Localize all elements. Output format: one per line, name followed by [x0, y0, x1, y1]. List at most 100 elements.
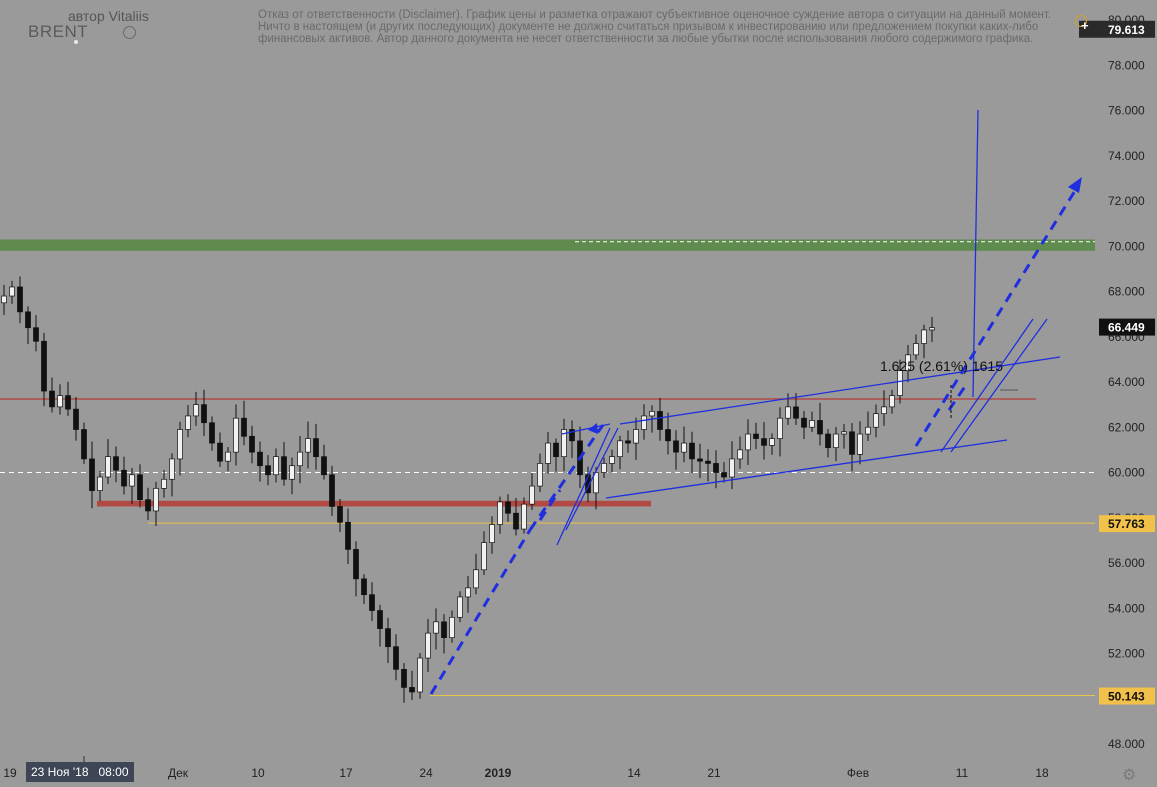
candle-body	[321, 456, 327, 476]
time-axis[interactable]: 19 Дек 10 17 24 2019 14 21 Фев 11 18	[3, 756, 1049, 780]
candle-body	[41, 340, 47, 392]
candle	[881, 390, 887, 426]
status-dot	[74, 40, 78, 44]
candle-body	[617, 440, 623, 458]
candle	[705, 449, 711, 482]
candle	[337, 498, 343, 533]
candle-body	[545, 442, 551, 464]
candle-body	[801, 417, 807, 428]
price-tick-label: 74.000	[1108, 149, 1145, 163]
candle	[353, 541, 359, 597]
candle	[129, 467, 135, 504]
candle-body	[497, 501, 503, 525]
candle-body	[665, 429, 671, 442]
time-tick-label: 21	[707, 766, 721, 780]
candle	[377, 604, 383, 647]
candle-body	[481, 542, 487, 571]
time-tick-label: 2019	[485, 766, 512, 780]
channel-line	[619, 356, 1061, 425]
candle-body	[641, 415, 647, 430]
status-circle-icon[interactable]	[123, 26, 136, 39]
target-icon[interactable]	[1075, 15, 1087, 27]
candle-body	[265, 465, 271, 476]
candle	[521, 497, 527, 534]
candle-body	[673, 440, 679, 453]
candle	[97, 470, 103, 502]
candle-body	[929, 327, 935, 331]
candle-body	[57, 395, 63, 408]
candle	[873, 404, 879, 438]
candle	[169, 453, 175, 497]
time-tick-label: 10	[251, 766, 265, 780]
candle	[777, 407, 783, 457]
candle-body	[857, 433, 863, 455]
candle-body	[209, 422, 215, 444]
candle	[217, 432, 223, 467]
candle	[9, 280, 15, 304]
candle	[865, 411, 871, 441]
candle-body	[473, 569, 479, 589]
candle	[393, 634, 399, 681]
price-axis[interactable]: 48.00050.00052.00054.00056.00058.00060.0…	[1079, 13, 1155, 751]
candle-body	[921, 329, 927, 344]
candle	[489, 516, 495, 554]
forecast-arrow-line	[538, 489, 562, 521]
candle	[273, 448, 279, 483]
price-label-text: 79.613	[1108, 23, 1145, 37]
candle-body	[17, 286, 23, 313]
candle-body	[281, 456, 287, 480]
candle-body	[809, 420, 815, 428]
candle	[305, 421, 311, 469]
candle-body	[697, 458, 703, 462]
candle	[385, 617, 391, 664]
price-tick-label: 70.000	[1108, 239, 1145, 253]
price-tick-label: 78.000	[1108, 58, 1145, 72]
price-label-text: 57.763	[1108, 517, 1145, 531]
candle-body	[241, 417, 247, 437]
candle	[929, 316, 935, 342]
candle-body	[113, 456, 119, 471]
candle	[745, 419, 751, 466]
time-tick-label: 19	[3, 766, 17, 780]
candle	[185, 405, 191, 438]
candle	[409, 670, 415, 701]
candle	[585, 466, 591, 503]
candle-body	[313, 438, 319, 458]
candle-body	[273, 456, 279, 476]
candle-body	[817, 420, 823, 435]
candle	[1, 284, 7, 315]
time-tick-label: Фев	[847, 766, 869, 780]
candle	[809, 411, 815, 433]
price-label-badge	[1099, 687, 1155, 705]
price-label-badge	[1099, 318, 1155, 336]
candle-body	[737, 449, 743, 460]
candle-body	[121, 469, 127, 487]
price-tick-label: 62.000	[1108, 420, 1145, 434]
candle	[345, 508, 351, 564]
candle-body	[297, 451, 303, 467]
candle-body	[337, 506, 343, 523]
candle	[849, 423, 855, 472]
plus-icon[interactable]: +	[1081, 18, 1089, 33]
arrow-head-icon	[1068, 177, 1082, 193]
price-tick-label: 60.000	[1108, 466, 1145, 480]
candle-body	[177, 429, 183, 460]
candle	[625, 430, 631, 453]
candle	[529, 473, 535, 510]
candle	[289, 457, 295, 495]
candle-body	[417, 657, 423, 693]
candle-body	[873, 413, 879, 428]
channel-line	[972, 109, 979, 398]
candle	[753, 422, 759, 450]
candle-body	[881, 406, 887, 415]
candle-body	[633, 429, 639, 444]
candle-body	[785, 406, 791, 419]
settings-gear-icon[interactable]: ⚙	[1122, 767, 1137, 784]
candle-body	[449, 616, 455, 639]
candle-body	[761, 438, 767, 446]
forecast-arrow-line	[528, 424, 605, 531]
candle	[161, 469, 167, 498]
candle	[641, 404, 647, 440]
candle	[57, 384, 63, 415]
